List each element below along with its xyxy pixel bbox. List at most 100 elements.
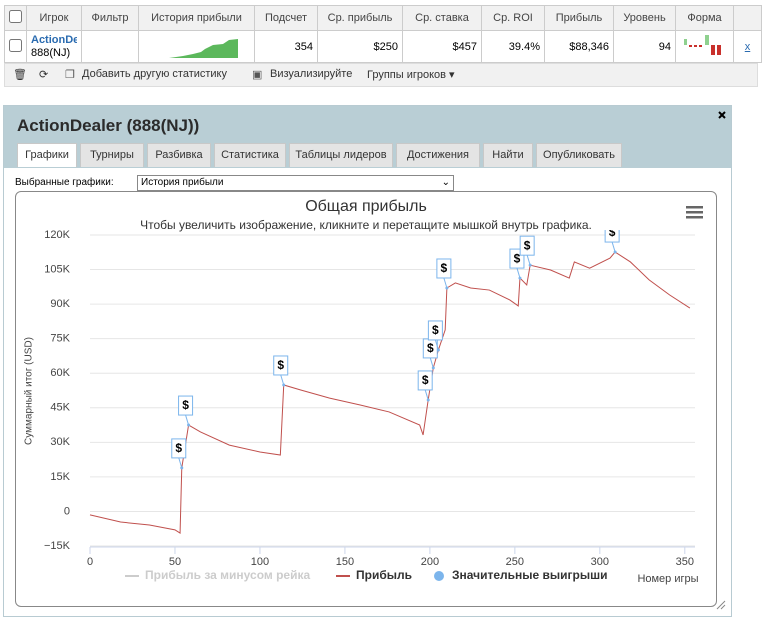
- column-header: Подсчет: [254, 5, 318, 31]
- win-flag-pole: [424, 389, 429, 401]
- win-flag-pole: [185, 414, 190, 426]
- player-groups[interactable]: Группы игроков ▾: [367, 69, 455, 81]
- x-tick-label: 300: [591, 556, 609, 568]
- win-flag: [273, 355, 289, 376]
- y-tick-label: 0: [64, 505, 70, 517]
- remove-row[interactable]: x: [733, 30, 762, 63]
- win-flag: [436, 258, 452, 279]
- x-tick-label: 100: [251, 556, 269, 568]
- add-stat[interactable]: Добавить другую статистику: [82, 68, 227, 80]
- x-tick-label: 200: [421, 556, 439, 568]
- win-point: [187, 423, 191, 427]
- win-flag-label: $: [441, 261, 448, 275]
- tab[interactable]: Опубликовать: [536, 143, 622, 167]
- y-tick-label: 15K: [50, 471, 70, 483]
- select-all[interactable]: [4, 5, 27, 31]
- win-flag-label: $: [432, 323, 439, 337]
- tab[interactable]: Статистика: [214, 143, 286, 167]
- column-header: Ср. ставка: [402, 5, 482, 31]
- count: 354: [254, 30, 318, 63]
- column-header: Фильтр: [81, 5, 139, 31]
- win-flag-label: $: [175, 441, 182, 455]
- profit: $88,346: [544, 30, 614, 63]
- tab[interactable]: Турниры: [80, 143, 144, 167]
- panel-title: ActionDealer (888(NJ)): [17, 116, 200, 135]
- player-panel: ActionDealer (888(NJ)) Графики Турниры Раз…: [3, 105, 732, 617]
- tab[interactable]: Найти: [483, 143, 533, 167]
- win-flag: [604, 230, 620, 243]
- win-flag-pole: [526, 255, 531, 266]
- y-tick-label: 60K: [50, 367, 70, 379]
- x-axis-label: Номер игры: [637, 573, 698, 585]
- level: 94: [613, 30, 676, 63]
- y-tick-label: −15K: [44, 540, 71, 552]
- chart-title: Общая прибыль: [305, 198, 427, 215]
- win-flag: [417, 370, 433, 391]
- legend-entry[interactable]: Прибыль за минусом рейка: [145, 568, 310, 582]
- panel-header: ActionDealer (888(NJ)) Графики Турниры Раз…: [4, 106, 731, 168]
- legend-symbol: [434, 571, 444, 581]
- win-point: [445, 286, 449, 290]
- win-flag-pole: [516, 267, 521, 279]
- refresh-icon[interactable]: ⟳: [39, 69, 49, 81]
- win-flag-pole: [611, 241, 616, 253]
- close-icon[interactable]: [717, 110, 727, 120]
- tab[interactable]: Таблицы лидеров: [289, 143, 393, 167]
- win-point: [528, 263, 532, 267]
- plot: $$$$$$$$$$: [89, 225, 691, 534]
- column-header: Уровень: [613, 5, 676, 31]
- win-flag-label: $: [514, 251, 521, 265]
- y-axis-label: Суммарный итог (USD): [24, 337, 35, 445]
- x-tick-label: 0: [87, 556, 93, 568]
- win-point: [180, 466, 184, 470]
- win-flag-label: $: [277, 358, 284, 372]
- player-name[interactable]: ActionDealer: [31, 33, 77, 46]
- sparkline: [138, 30, 255, 63]
- stats-table: Игрок Фильтр История прибыли Подсчет Ср. при…: [4, 5, 762, 63]
- avg-stake: $457: [402, 30, 482, 63]
- y-tick-label: 45K: [50, 402, 70, 414]
- win-flag-pole: [443, 277, 448, 289]
- legend-entry[interactable]: Прибыль: [356, 568, 412, 582]
- legend-entry[interactable]: Значительные выигрыши: [452, 568, 608, 582]
- win-flag: [519, 235, 535, 256]
- tab[interactable]: Графики: [17, 143, 77, 167]
- win-point: [431, 366, 435, 370]
- column-header-empty: [733, 5, 762, 31]
- chart-box: [15, 191, 717, 607]
- profit-line: [89, 251, 691, 534]
- x-tick-label: 150: [336, 556, 354, 568]
- win-point: [518, 276, 522, 280]
- groups-text: Группы игроков: [367, 69, 446, 81]
- tab[interactable]: Достижения: [396, 143, 480, 167]
- column-header: История прибыли: [138, 5, 255, 31]
- win-flag-label: $: [609, 225, 616, 239]
- player-site: 888(NJ): [31, 46, 71, 59]
- win-flag-label: $: [182, 398, 189, 412]
- win-flag-pole: [280, 374, 285, 386]
- y-tick-label: 90K: [50, 298, 70, 310]
- x-tick-label: 350: [676, 556, 694, 568]
- menu-icon[interactable]: [686, 206, 703, 219]
- win-point: [426, 398, 430, 402]
- win-flag: [427, 320, 443, 341]
- win-flag-label: $: [524, 238, 531, 252]
- win-flag-pole: [178, 457, 183, 469]
- x-tick-label: 50: [169, 556, 181, 568]
- toolbar: 🗑 ⟳ ❐ Добавить другую статистику ▣ Визуали…: [4, 63, 758, 87]
- win-flag-label: $: [422, 373, 429, 387]
- chart-subtitle: Чтобы увеличить изображение, кликните и …: [140, 218, 592, 232]
- win-flag-pole: [434, 339, 439, 351]
- trash-icon[interactable]: 🗑: [13, 69, 27, 81]
- tab[interactable]: Разбивка: [147, 143, 211, 167]
- chart-select[interactable]: История прибыли ⌄: [137, 175, 454, 191]
- select-value: История прибыли: [141, 177, 224, 188]
- win-flag-pole: [429, 357, 434, 369]
- win-flag: [178, 395, 194, 416]
- resize-handle[interactable]: [716, 600, 726, 610]
- column-header: Прибыль: [544, 5, 614, 31]
- y-tick-label: 120K: [44, 229, 70, 241]
- visualize[interactable]: Визуализируйте: [270, 68, 353, 80]
- y-tick-label: 75K: [50, 333, 70, 345]
